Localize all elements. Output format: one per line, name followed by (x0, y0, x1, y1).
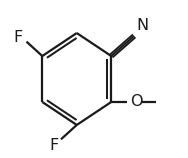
Text: F: F (13, 30, 23, 45)
Text: N: N (137, 18, 149, 33)
Text: O: O (130, 94, 143, 109)
Text: F: F (49, 138, 58, 153)
